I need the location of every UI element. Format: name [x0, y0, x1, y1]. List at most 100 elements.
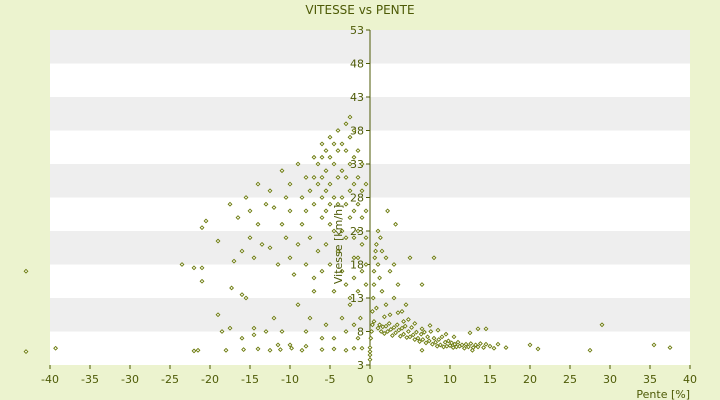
data-point: [377, 235, 383, 241]
data-point: [351, 128, 357, 133]
data-point: [327, 134, 333, 140]
data-point: [367, 357, 373, 363]
data-point: [377, 275, 383, 281]
data-point: [436, 337, 442, 342]
data-point: [475, 326, 481, 332]
data-point: [347, 215, 353, 221]
data-point: [468, 341, 474, 346]
data-point: [355, 174, 361, 180]
data-point: [267, 245, 273, 251]
data-point: [447, 343, 453, 349]
data-point: [455, 339, 461, 345]
y-tick-label: 48: [350, 58, 364, 71]
data-point: [467, 330, 473, 336]
data-point: [367, 352, 373, 358]
data-point: [389, 333, 395, 338]
data-point: [433, 339, 439, 345]
data-point: [421, 329, 427, 335]
data-point: [407, 334, 413, 340]
data-point: [369, 329, 375, 334]
data-point: [203, 218, 209, 224]
data-point: [243, 295, 249, 301]
data-point: [343, 329, 349, 334]
data-point: [307, 235, 313, 241]
data-point: [399, 325, 405, 331]
y-tick-label: 53: [350, 24, 364, 37]
data-point: [355, 201, 361, 207]
data-point: [477, 341, 483, 346]
data-point: [241, 347, 247, 353]
data-point: [311, 154, 317, 160]
data-point: [449, 340, 455, 346]
data-point: [319, 174, 325, 180]
data-point: [427, 323, 433, 328]
data-point: [391, 325, 397, 330]
data-point: [412, 321, 418, 326]
data-point: [343, 121, 349, 127]
data-point: [295, 302, 301, 308]
data-point: [351, 275, 357, 281]
data-point: [327, 221, 333, 227]
data-point: [402, 323, 408, 329]
data-point: [311, 174, 317, 180]
data-point: [215, 312, 221, 318]
data-point: [343, 235, 349, 241]
data-point: [393, 330, 399, 336]
data-point: [371, 319, 377, 324]
data-point: [315, 161, 321, 167]
data-point: [391, 295, 397, 301]
data-point: [327, 201, 333, 207]
data-point: [271, 315, 277, 321]
data-point: [387, 312, 393, 318]
x-axis-label: Pente [%]: [636, 388, 690, 400]
data-point: [431, 335, 437, 341]
data-point: [323, 208, 329, 214]
data-point: [413, 329, 419, 335]
data-point: [255, 221, 261, 227]
data-point: [347, 114, 353, 120]
data-point: [287, 342, 293, 348]
data-point: [191, 265, 197, 271]
data-point: [375, 262, 381, 267]
data-point: [303, 208, 309, 214]
data-point: [23, 268, 29, 274]
data-point: [351, 154, 357, 160]
data-point: [373, 248, 379, 254]
x-tick-label: 30: [603, 373, 617, 386]
data-point: [363, 282, 369, 288]
data-point: [451, 334, 457, 340]
data-point: [651, 342, 657, 348]
data-point: [378, 329, 384, 334]
data-point: [287, 255, 293, 261]
data-point: [327, 154, 333, 160]
data-point: [437, 342, 443, 348]
x-tick-label: -20: [201, 373, 219, 386]
data-point: [367, 349, 373, 355]
data-point: [363, 208, 369, 214]
data-point: [431, 255, 437, 261]
data-point: [239, 335, 245, 341]
data-point: [355, 255, 361, 261]
data-point: [247, 235, 253, 241]
x-tick-label: 5: [407, 373, 414, 386]
data-point: [412, 337, 418, 342]
data-point: [291, 272, 297, 277]
data-point: [599, 322, 605, 328]
data-point: [379, 248, 385, 254]
data-point: [667, 345, 673, 351]
data-point: [311, 275, 317, 281]
data-point: [255, 181, 261, 187]
data-point: [255, 346, 261, 352]
y-tick-label: 33: [350, 158, 364, 171]
x-tick-label: -10: [281, 373, 299, 386]
data-point: [420, 337, 426, 342]
data-point: [423, 340, 429, 346]
data-point: [295, 241, 301, 247]
data-point: [359, 268, 365, 274]
data-point: [347, 302, 353, 308]
data-point: [315, 248, 321, 254]
data-point: [491, 345, 497, 351]
data-point: [465, 344, 471, 350]
x-tick-label: -15: [241, 373, 259, 386]
data-point: [481, 345, 487, 351]
